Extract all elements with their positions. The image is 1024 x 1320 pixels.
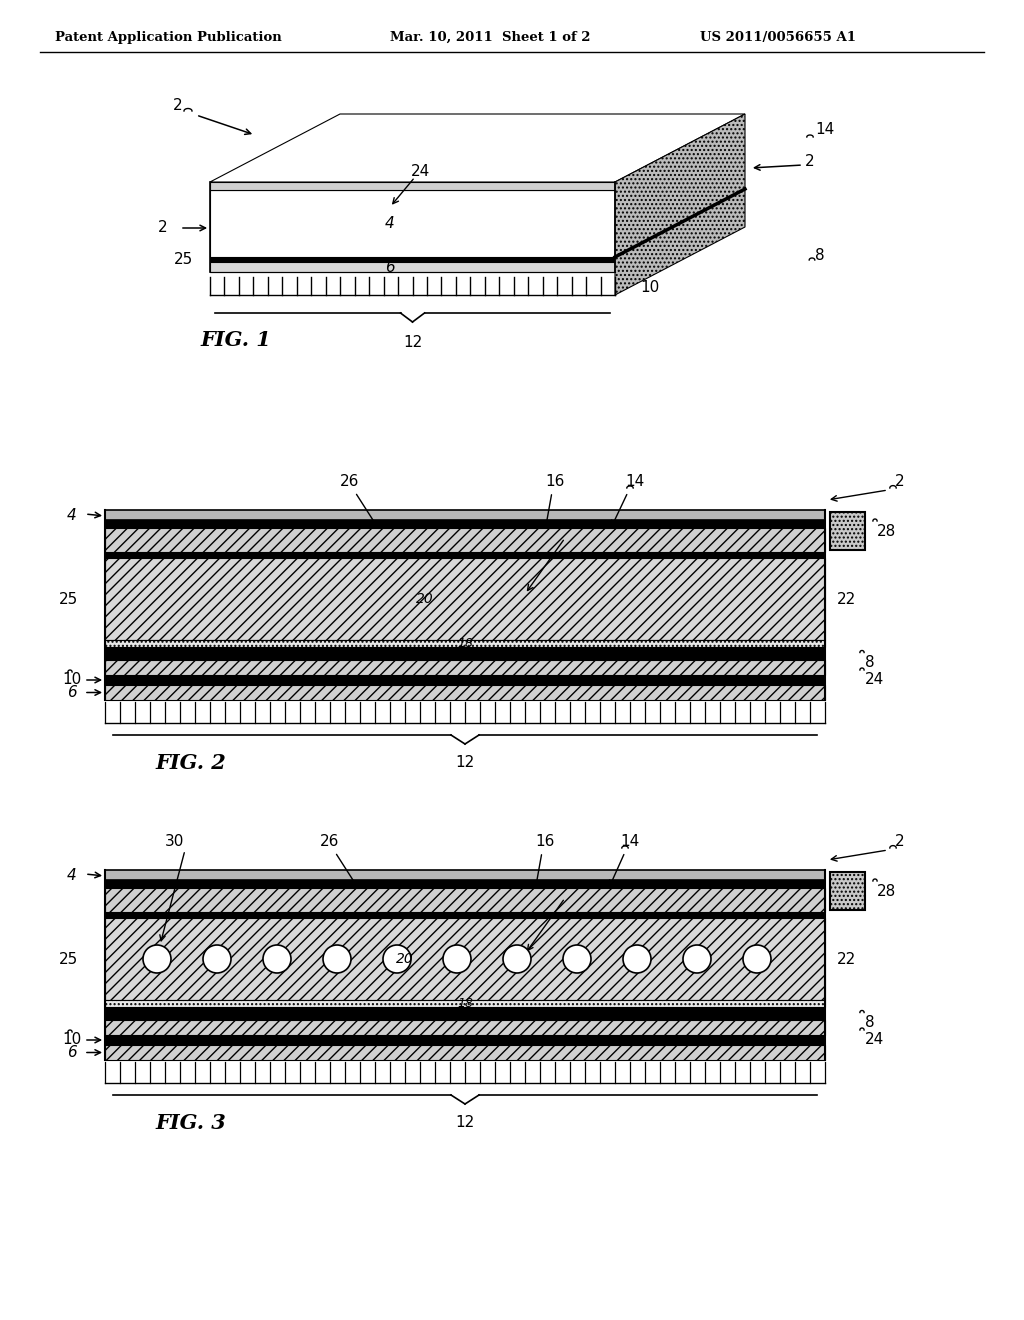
Bar xyxy=(830,512,865,550)
Bar xyxy=(210,190,615,257)
Bar xyxy=(210,261,615,272)
Text: 4: 4 xyxy=(68,507,77,523)
Text: 14: 14 xyxy=(626,474,645,490)
Bar xyxy=(105,880,825,888)
Text: 24: 24 xyxy=(411,165,430,180)
Circle shape xyxy=(263,945,291,973)
Bar xyxy=(210,182,615,190)
Text: 8: 8 xyxy=(865,655,874,671)
Text: 10: 10 xyxy=(62,1032,82,1048)
Bar xyxy=(210,257,615,261)
Text: 25: 25 xyxy=(174,252,193,268)
Text: Mar. 10, 2011  Sheet 1 of 2: Mar. 10, 2011 Sheet 1 of 2 xyxy=(390,30,591,44)
Text: 14: 14 xyxy=(815,123,835,137)
Text: 12: 12 xyxy=(402,335,422,350)
Circle shape xyxy=(503,945,531,973)
Bar xyxy=(105,640,825,647)
Bar xyxy=(830,873,865,909)
Text: 20: 20 xyxy=(396,952,414,966)
Text: 12: 12 xyxy=(456,755,475,770)
Text: 4: 4 xyxy=(385,215,395,231)
Bar xyxy=(105,1035,825,1045)
Text: 20: 20 xyxy=(416,591,434,606)
Bar xyxy=(105,685,825,700)
Bar xyxy=(105,1001,825,1007)
Circle shape xyxy=(743,945,771,973)
Text: FIG. 2: FIG. 2 xyxy=(155,752,225,774)
Circle shape xyxy=(143,945,171,973)
Text: 6: 6 xyxy=(68,1045,77,1060)
Text: 24: 24 xyxy=(865,672,885,688)
Bar xyxy=(105,1020,825,1035)
Text: 16: 16 xyxy=(536,834,555,850)
Bar xyxy=(105,660,825,675)
Bar xyxy=(105,1045,825,1060)
Text: 25: 25 xyxy=(58,952,78,966)
Text: 16: 16 xyxy=(546,474,564,490)
Text: 2: 2 xyxy=(158,220,168,235)
Text: 2: 2 xyxy=(173,98,183,112)
Bar xyxy=(105,528,825,552)
Text: 28: 28 xyxy=(877,883,896,899)
Text: 12: 12 xyxy=(456,1115,475,1130)
Text: 18: 18 xyxy=(457,638,473,649)
Text: 22: 22 xyxy=(837,952,856,966)
Bar xyxy=(105,647,825,661)
Circle shape xyxy=(563,945,591,973)
Text: 2: 2 xyxy=(895,834,905,850)
Circle shape xyxy=(383,945,411,973)
Bar xyxy=(105,510,825,520)
Text: 28: 28 xyxy=(877,524,896,539)
Text: 18: 18 xyxy=(457,997,473,1010)
Circle shape xyxy=(203,945,231,973)
Bar xyxy=(105,1007,825,1020)
Bar xyxy=(105,675,825,685)
Bar xyxy=(105,912,825,920)
Text: 10: 10 xyxy=(640,281,659,296)
Text: 2: 2 xyxy=(805,154,815,169)
Text: FIG. 1: FIG. 1 xyxy=(200,330,270,350)
Text: 2: 2 xyxy=(895,474,905,490)
Text: 6: 6 xyxy=(385,260,395,275)
Text: 8: 8 xyxy=(815,248,824,263)
Text: US 2011/0056655 A1: US 2011/0056655 A1 xyxy=(700,30,856,44)
Text: 26: 26 xyxy=(340,474,359,490)
Text: 30: 30 xyxy=(165,834,184,850)
Circle shape xyxy=(323,945,351,973)
Bar xyxy=(105,552,825,560)
Text: 10: 10 xyxy=(62,672,82,688)
Text: 14: 14 xyxy=(621,834,640,850)
Bar xyxy=(105,870,825,880)
Bar xyxy=(105,520,825,528)
Text: FIG. 3: FIG. 3 xyxy=(155,1113,225,1133)
Text: 8: 8 xyxy=(865,1015,874,1030)
Text: 24: 24 xyxy=(865,1032,885,1048)
Text: 22: 22 xyxy=(837,591,856,606)
Bar xyxy=(105,888,825,912)
Polygon shape xyxy=(210,114,745,182)
Text: 25: 25 xyxy=(58,591,78,606)
Text: 6: 6 xyxy=(68,685,77,700)
Text: 26: 26 xyxy=(321,834,340,850)
Circle shape xyxy=(623,945,651,973)
Circle shape xyxy=(683,945,711,973)
Text: Patent Application Publication: Patent Application Publication xyxy=(55,30,282,44)
Bar xyxy=(105,558,825,640)
Circle shape xyxy=(443,945,471,973)
Bar xyxy=(105,917,825,1001)
Polygon shape xyxy=(615,114,745,294)
Text: 4: 4 xyxy=(68,867,77,883)
